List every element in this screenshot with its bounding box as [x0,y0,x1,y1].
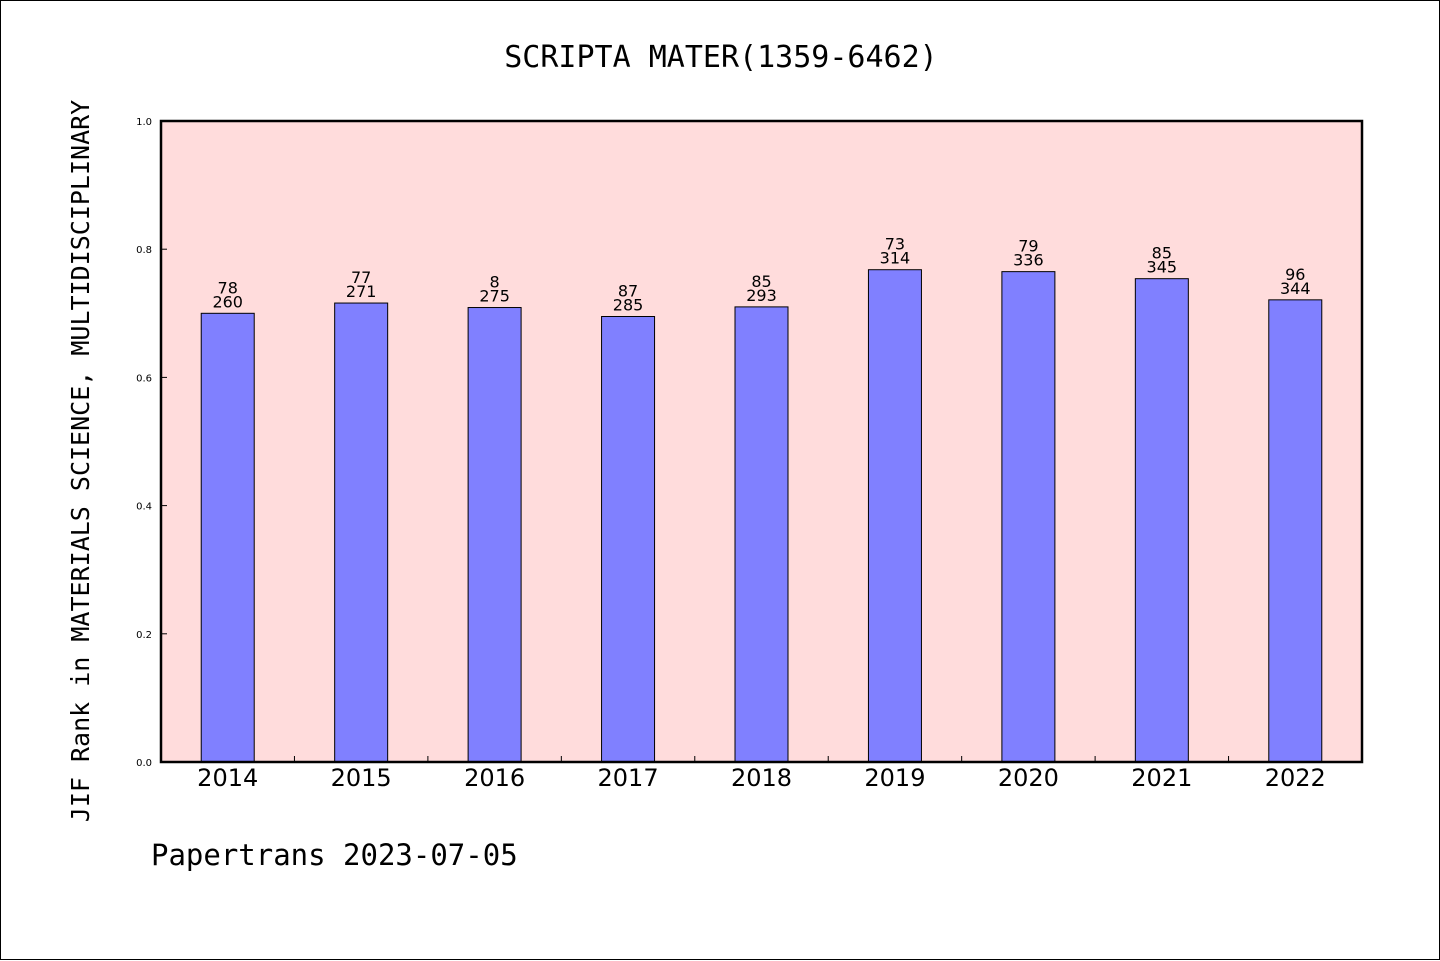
bar-2020 [1001,271,1056,763]
y-tick-label: 0.8 [136,245,152,256]
x-tick-label: 2020 [998,764,1059,792]
x-tick-label: 2015 [331,764,392,792]
x-tick-label: 2017 [598,764,659,792]
footer-caption: Papertrans 2023-07-05 [151,838,518,872]
bar-label-total: 344 [1280,279,1311,298]
bar-2016 [467,307,522,763]
bar-2022 [1268,299,1323,763]
y-tick-label: 0.2 [136,630,152,641]
x-axis: 2014 2015 2016 2017 2018 2019 2020 2021 2022 [197,756,1326,792]
bar-2019 [867,269,922,763]
x-tick-label: 2014 [197,764,258,792]
bar-2014 [200,312,255,763]
bar-label-total: 293 [746,286,777,305]
y-axis-label: JIF Rank in MATERIALS SCIENCE, MULTIDISC… [66,100,95,822]
bar-label-rank: 73 [885,235,905,254]
bar-label-total: 345 [1147,258,1178,277]
bar-label-rank: 77 [351,268,371,287]
bar-label-rank: 85 [1152,244,1172,263]
bar-2018 [734,306,789,763]
chart-title: SCRIPTA MATER(1359-6462) [504,40,937,75]
bar-label-rank: 8 [490,273,500,292]
bar-label-total: 285 [613,296,644,315]
bar-2015 [334,302,389,763]
y-tick-label: 0.0 [136,758,152,769]
bar-label-total: 336 [1013,251,1044,270]
x-tick-label: 2016 [464,764,525,792]
bar-label-total: 275 [479,287,510,306]
bar-2021 [1134,278,1189,763]
x-tick-label: 2021 [1131,764,1192,792]
plot-border [159,119,1364,764]
bar-label-rank: 96 [1285,265,1305,284]
bar-2017 [601,316,656,763]
bar-label-rank: 87 [618,282,638,301]
bar-label-rank: 78 [218,278,238,297]
bar-label-total: 314 [880,249,911,268]
y-tick-label: 0.6 [136,373,152,384]
x-tick-label: 2018 [731,764,792,792]
y-tick-label: 1.0 [136,117,152,128]
bar-label-total: 260 [212,292,243,311]
bar-label-rank: 79 [1018,237,1038,256]
y-tick-label: 0.4 [136,502,152,513]
bar-label-total: 271 [346,282,377,301]
x-tick-label: 2022 [1265,764,1326,792]
x-tick-label: 2019 [864,764,925,792]
bar-label-rank: 85 [751,272,771,291]
